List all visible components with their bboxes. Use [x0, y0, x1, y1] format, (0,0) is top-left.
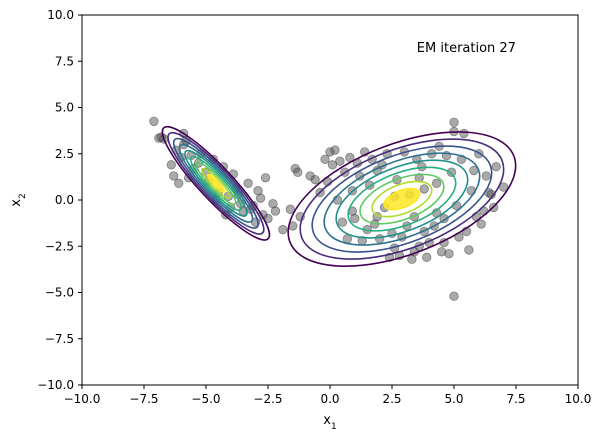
data-point: [320, 154, 330, 165]
contour-ellipse: [161, 125, 271, 241]
y-axis-label-main: x: [9, 199, 24, 207]
data-point: [491, 161, 501, 172]
data-point: [327, 160, 338, 170]
x-tick-label: −2.5: [253, 392, 282, 406]
data-point: [270, 206, 281, 216]
data-point: [449, 117, 459, 128]
data-point: [446, 167, 457, 177]
data-point: [330, 145, 340, 155]
data-point: [278, 224, 288, 235]
contour-ellipse: [206, 173, 226, 194]
data-point: [481, 171, 491, 181]
contour-ellipse: [287, 131, 517, 267]
contour-ellipse: [323, 152, 481, 246]
data-point: [419, 184, 429, 194]
y-tick-label: 10.0: [47, 8, 74, 22]
x-tick-label: 5.0: [444, 392, 463, 406]
em-iteration-annotation: EM iteration 27: [417, 41, 516, 56]
data-point: [260, 173, 271, 183]
y-axis-label: x2: [9, 193, 28, 206]
y-tick-label: 7.5: [55, 54, 74, 68]
x-axis-label-main: x: [323, 413, 331, 428]
contour-ellipse: [178, 143, 254, 223]
gmm-contours: [161, 125, 517, 267]
data-point: [149, 116, 159, 127]
data-point: [476, 219, 486, 229]
data-point: [243, 178, 253, 189]
x-axis-ticks: −10.0 −7.5 −5.0 −2.5 0.0 2.5 5.0 7.5 10.0: [64, 385, 592, 406]
data-point: [374, 234, 385, 244]
y-tick-label: −5.0: [45, 286, 74, 300]
data-point: [350, 213, 360, 224]
contour-ellipse: [167, 131, 265, 235]
data-point: [464, 245, 474, 255]
contour-ellipse: [335, 159, 469, 239]
data-point: [169, 171, 179, 181]
data-point: [431, 178, 442, 189]
x-tick-label: −7.5: [129, 392, 158, 406]
contour-ellipse: [201, 167, 231, 200]
data-point: [335, 156, 345, 166]
x-axis-label-sub: 1: [331, 422, 337, 432]
y-axis-ticks: −10.0 −7.5 −5.0 −2.5 0.0 2.5 5.0 7.5 10.0: [37, 8, 82, 392]
data-point: [293, 167, 303, 177]
data-point: [337, 217, 348, 227]
x-tick-label: −10.0: [64, 392, 101, 406]
contour-ellipse: [311, 145, 493, 253]
plot-background: [82, 15, 578, 385]
contour-ellipse: [371, 180, 433, 218]
data-point: [310, 174, 320, 185]
data-point: [439, 213, 449, 224]
contour-ellipse: [383, 187, 421, 211]
x-tick-label: 2.5: [382, 392, 401, 406]
contour-ellipse: [172, 137, 259, 229]
contour-ellipse: [189, 155, 243, 211]
x-tick-label: −5.0: [191, 392, 220, 406]
data-point: [444, 248, 454, 259]
data-point: [253, 186, 263, 196]
data-point: [422, 252, 432, 263]
data-point: [285, 204, 296, 214]
contour-ellipse: [184, 149, 248, 217]
contour-ellipse: [299, 138, 505, 260]
data-point: [449, 291, 459, 301]
x-axis-label: x1: [323, 413, 336, 432]
y-tick-label: −7.5: [45, 332, 74, 346]
x-tick-label: 7.5: [506, 392, 525, 406]
contour-ellipse: [195, 161, 237, 205]
y-tick-label: 0.0: [55, 193, 74, 207]
y-tick-label: −10.0: [37, 378, 74, 392]
x-tick-label: 10.0: [565, 392, 592, 406]
data-point: [166, 160, 176, 170]
contour-ellipse: [347, 166, 457, 232]
y-tick-label: −2.5: [45, 239, 74, 253]
y-axis-label-sub: 2: [18, 193, 28, 199]
data-point: [174, 178, 184, 189]
contour-ellipse: [359, 173, 445, 225]
y-tick-label: 5.0: [55, 101, 74, 115]
data-point: [459, 128, 469, 139]
y-tick-label: 2.5: [55, 147, 74, 161]
x-tick-label: 0.0: [320, 392, 339, 406]
